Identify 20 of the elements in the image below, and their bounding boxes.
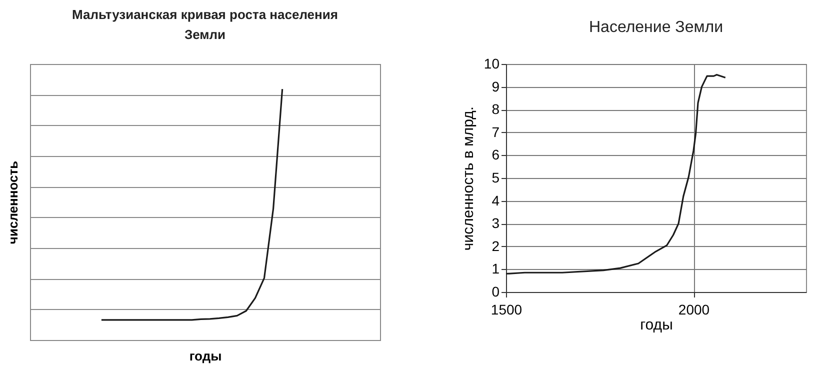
line-series [505, 74, 726, 275]
x-axis-title: годы [189, 348, 222, 364]
y-tick-label: 0 [492, 284, 500, 300]
y-tick-label: 4 [492, 192, 500, 208]
y-tick-label: 6 [492, 146, 500, 163]
y-tick-label: 8 [492, 101, 500, 118]
y-tick-label: 9 [492, 78, 500, 94]
y-tick-label: 1 [492, 260, 500, 277]
x-tick-label: 2000 [678, 302, 710, 318]
y-axis-title: численность в млрд. [460, 106, 477, 251]
x-axis-title: годы [640, 316, 673, 334]
y-tick-label: 5 [492, 170, 500, 186]
x-tick-label: 1500 [490, 302, 522, 318]
chart-title: Население Земли [588, 19, 724, 36]
y-axis-title: численность [6, 160, 20, 244]
y-tick-label: 3 [492, 215, 500, 232]
y-tick-label: 2 [492, 238, 500, 254]
y-tick-label: 7 [492, 124, 500, 140]
chart-title: Мальтузианская кривая роста населения Земли [72, 7, 338, 42]
y-tick-label: 10 [484, 56, 500, 72]
